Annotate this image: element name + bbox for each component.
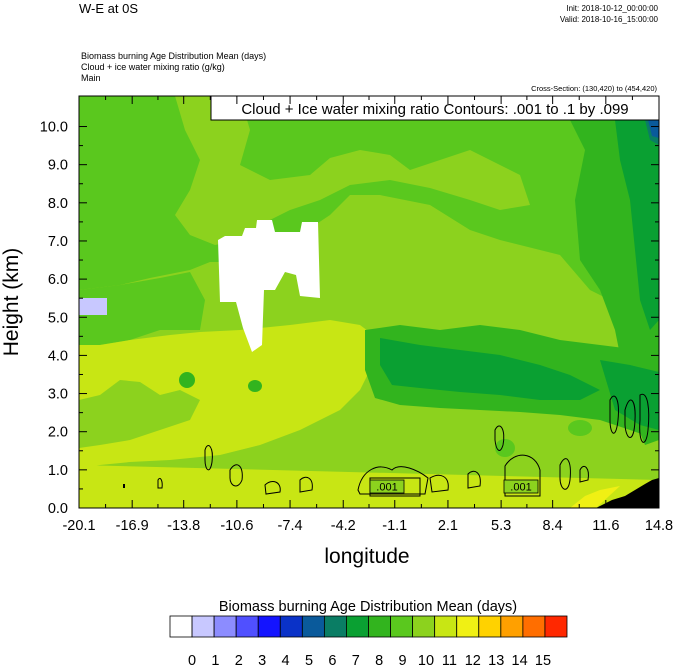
y-tick-label: 2.0 xyxy=(48,425,68,441)
field-region-mid-darker xyxy=(380,338,600,400)
colorbar-swatch xyxy=(412,615,436,638)
colorbar-title: Biomass burning Age Distribution Mean (d… xyxy=(219,599,517,615)
field-region-upper-left xyxy=(79,272,205,345)
colorbar: 0 1 2 3 4 5 6 7 8 9 10 11 12 13 14 15 xyxy=(169,615,568,667)
y-tick-label: 7.0 xyxy=(48,234,68,250)
valid-time: Valid: 2018-10-16_15:00:00 xyxy=(560,15,659,24)
x-axis-title: longitude xyxy=(324,545,409,568)
y-tick-label: 6.0 xyxy=(48,272,68,288)
colorbar-swatch xyxy=(544,615,568,638)
field-spot xyxy=(248,380,262,392)
colorbar-swatch xyxy=(390,615,414,638)
colorbar-label: 0 xyxy=(188,653,196,667)
y-tick-label: 1.0 xyxy=(48,463,68,479)
contour-label-box xyxy=(369,479,405,494)
field-region-mid-right-dark xyxy=(600,360,659,430)
colorbar-label: 10 xyxy=(418,653,434,667)
y-tick-label: 8.0 xyxy=(48,196,68,212)
chart-title: W-E at 0S xyxy=(79,1,138,16)
colorbar-swatch xyxy=(323,615,347,638)
field-region-white xyxy=(218,220,320,352)
field-spot xyxy=(179,372,195,388)
x-tick-label: -20.1 xyxy=(62,518,95,534)
x-tick-label: -4.2 xyxy=(331,518,356,534)
x-tick-label: 2.1 xyxy=(438,518,458,534)
colorbar-swatch xyxy=(522,615,546,638)
y-axis-title: Height (km) xyxy=(0,248,23,357)
x-tick-label: -7.4 xyxy=(278,518,303,534)
field-region-right-darker xyxy=(600,96,659,330)
y-tick-label: 0.0 xyxy=(48,501,68,517)
colorbar-swatch xyxy=(434,615,458,638)
colorbar-swatch xyxy=(169,615,193,638)
colorbar-swatch xyxy=(235,615,259,638)
colorbar-label: 3 xyxy=(258,653,266,667)
contour-label-box xyxy=(503,479,539,494)
colorbar-swatch xyxy=(500,615,524,638)
colorbar-label: 4 xyxy=(282,653,290,667)
colorbar-label: 2 xyxy=(235,653,243,667)
x-tick-label: 5.3 xyxy=(491,518,511,534)
colorbar-swatch xyxy=(301,615,325,638)
field-spot xyxy=(495,439,515,457)
cross-section-label: Cross-Section: (130,420) to (454,420) xyxy=(531,84,657,93)
colorbar-label: 5 xyxy=(305,653,313,667)
colorbar-label: 7 xyxy=(352,653,360,667)
colorbar-label: 15 xyxy=(535,653,551,667)
colorbar-swatch xyxy=(368,615,391,638)
colorbar-swatch xyxy=(257,615,281,638)
contour-value-label: .001 xyxy=(510,482,531,494)
field-line-2: Cloud + ice water mixing ratio (g/kg) xyxy=(81,62,225,72)
plot-area: .001 .001 xyxy=(79,96,659,508)
x-tick-label: 8.4 xyxy=(543,518,563,534)
field-region-upper-light xyxy=(175,96,530,245)
x-tick-label: -1.1 xyxy=(382,518,407,534)
colorbar-swatch xyxy=(478,615,502,638)
contour-info-box xyxy=(210,95,660,121)
x-tick-label: -16.9 xyxy=(116,518,149,534)
y-tick-label: 3.0 xyxy=(48,387,68,403)
colorbar-swatch xyxy=(191,615,215,638)
field-line-3: Main xyxy=(81,73,101,83)
field-region-top-right-core xyxy=(648,118,659,138)
colorbar-label: 11 xyxy=(442,653,457,667)
colorbar-swatch xyxy=(456,615,480,638)
colorbar-swatch xyxy=(213,615,237,638)
axes: -20.1 -16.9 -13.8 -10.6 -7.4 -4.2 -1.1 2.1 5.3 8.… xyxy=(40,96,673,534)
colorbar-label: 14 xyxy=(512,653,528,667)
colorbar-label: 8 xyxy=(375,653,383,667)
contour-info-text: Cloud + Ice water mixing ratio Contours:… xyxy=(241,101,628,118)
field-region-lower-left-green xyxy=(79,380,200,448)
field-spot xyxy=(568,420,592,436)
y-tick-label: 4.0 xyxy=(48,348,68,364)
terrain-tick xyxy=(123,484,125,488)
colorbar-swatch xyxy=(346,615,369,638)
x-tick-label: -13.8 xyxy=(167,518,200,534)
colorbar-label: 12 xyxy=(465,653,481,667)
contours xyxy=(157,393,650,497)
contour-value-label: .001 xyxy=(376,482,397,494)
x-tick-label: -10.6 xyxy=(220,518,253,534)
y-tick-label: 9.0 xyxy=(48,158,68,174)
colorbar-label: 1 xyxy=(211,653,219,667)
y-tick-label: 10.0 xyxy=(40,120,68,136)
x-tick-label: 11.6 xyxy=(592,518,619,534)
y-tick-label: 5.0 xyxy=(48,310,68,326)
x-tick-label: 14.8 xyxy=(645,518,673,534)
terrain xyxy=(596,478,659,508)
field-line-1: Biomass burning Age Distribution Mean (d… xyxy=(81,51,266,61)
init-time: Init: 2018-10-12_00:00:00 xyxy=(566,4,658,13)
colorbar-label: 6 xyxy=(328,653,336,667)
field-region-bottom-yellow xyxy=(570,486,620,508)
colorbar-swatch xyxy=(279,615,303,638)
colorbar-label: 9 xyxy=(399,653,407,667)
field-region-bottom-strip xyxy=(79,465,659,508)
field-patch-lavender xyxy=(79,298,107,315)
colorbar-label: 13 xyxy=(488,653,504,667)
